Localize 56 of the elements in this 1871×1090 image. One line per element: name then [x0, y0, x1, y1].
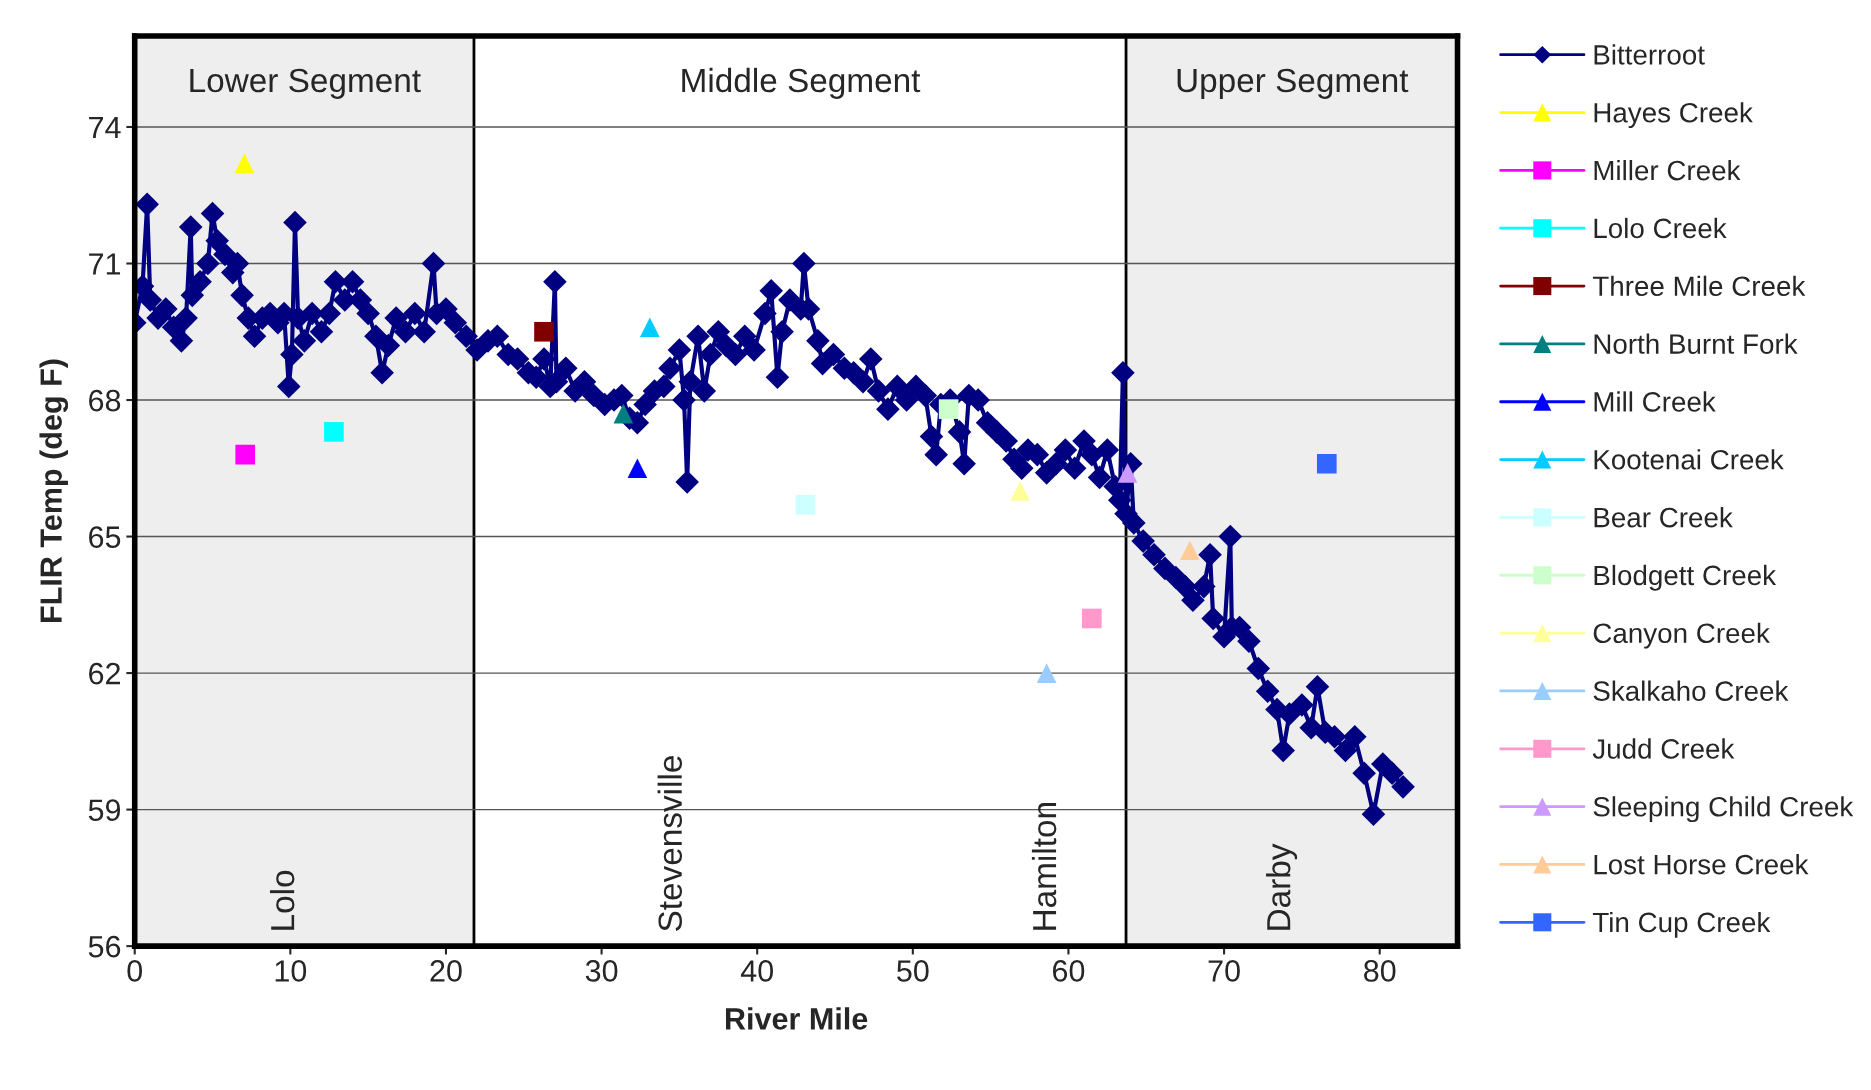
- x-tick-label: 70: [1208, 960, 1240, 982]
- point: [1117, 463, 1138, 483]
- annotation: Hamilton: [1031, 803, 1057, 930]
- legend-label: Sleeping Child Creek: [1593, 796, 1854, 823]
- legend-label: Judd Creek: [1592, 738, 1735, 759]
- legend-label: Mill Creek: [1594, 391, 1716, 412]
- x-tick-label: 10: [275, 960, 307, 982]
- x-tick-label: 40: [740, 960, 773, 982]
- annotation: Middle Segment: [682, 67, 921, 99]
- x-tick-label: 30: [585, 960, 618, 982]
- x-tick-label: 50: [897, 960, 929, 982]
- y-tick-label: 56: [88, 935, 121, 958]
- legend-label: Blodgett Creek: [1594, 564, 1777, 591]
- legend-label: Three Mile Creek: [1592, 275, 1806, 297]
- point: [938, 399, 959, 419]
- y-tick-label: 74: [89, 117, 121, 139]
- y-tick-label: 68: [89, 389, 121, 412]
- point: [534, 321, 554, 342]
- annotation: Darby: [1266, 843, 1298, 930]
- annotation: Lolo: [269, 870, 295, 930]
- annotation: Stevensville: [657, 756, 683, 931]
- legend-label: Lost Horse Creek: [1594, 854, 1809, 875]
- band-label: Upper Segment: [1177, 68, 1409, 99]
- point: [234, 153, 255, 174]
- point: [235, 444, 256, 465]
- legend-label: Miller Creek: [1594, 159, 1741, 181]
- x-tick-label: 20: [430, 960, 462, 982]
- x-tick-label: 80: [1364, 960, 1396, 982]
- legend-label: Kootenai Creek: [1594, 449, 1784, 470]
- legend-label: Lolo Creek: [1594, 217, 1727, 239]
- y-axis-title: FLIR Temp (deg F): [39, 359, 69, 622]
- x-axis-title: River Mile: [725, 1007, 868, 1030]
- point: [640, 317, 660, 338]
- y-tick-label: 71: [89, 253, 121, 275]
- point: [1180, 540, 1200, 561]
- legend-label: Bear Creek: [1594, 507, 1733, 528]
- legend-label: Hayes Creek: [1594, 102, 1753, 129]
- x-tick-label: 0: [127, 960, 143, 982]
- point: [1316, 453, 1337, 474]
- point: [324, 422, 344, 442]
- point: [1036, 663, 1057, 683]
- legend-label: Tin Cup Creek: [1592, 911, 1771, 938]
- x-tick-label: 60: [1053, 960, 1085, 982]
- legend-label: Bitterroot: [1594, 44, 1705, 65]
- y-tick-label: 62: [89, 662, 120, 685]
- band-label: Lower Segment: [190, 68, 421, 99]
- y-tick-label: 65: [89, 526, 121, 548]
- point: [1081, 608, 1102, 629]
- point: [1010, 481, 1031, 501]
- y-tick-label: 59: [88, 799, 121, 821]
- point: [627, 458, 648, 479]
- legend-label: Canyon Creek: [1593, 622, 1770, 649]
- point: [613, 403, 634, 424]
- legend-label: North Burnt Fork: [1594, 333, 1798, 354]
- legend-label: Skalkaho Creek: [1593, 680, 1789, 701]
- point: [795, 494, 816, 515]
